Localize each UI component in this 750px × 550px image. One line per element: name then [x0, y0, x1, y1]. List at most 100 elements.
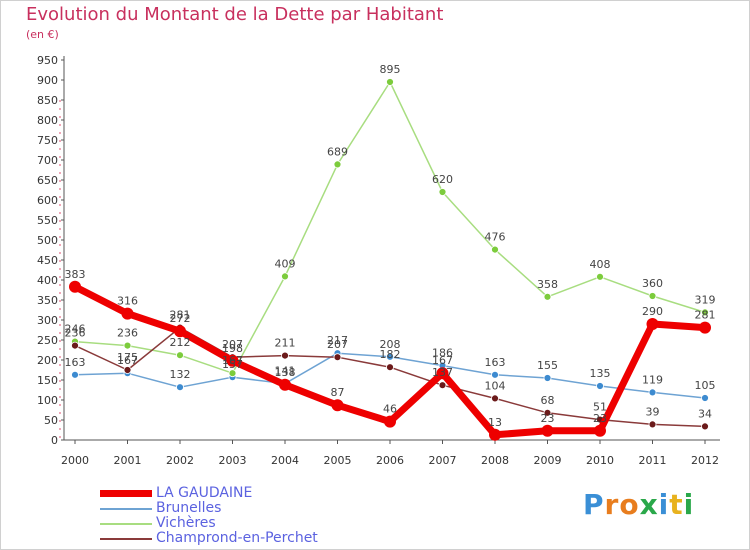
data-label: 155 — [537, 359, 558, 372]
data-label: 163 — [485, 356, 506, 369]
data-point — [331, 399, 344, 412]
legend-swatch — [100, 508, 152, 510]
x-tick-label: 2010 — [586, 454, 614, 467]
data-label: 141 — [275, 365, 296, 378]
legend-label: Brunelles — [156, 500, 222, 516]
data-point — [596, 382, 604, 390]
data-point — [386, 78, 394, 86]
data-point — [69, 280, 81, 293]
data-label: 175 — [117, 351, 138, 364]
data-point — [174, 325, 186, 338]
data-label: 895 — [380, 63, 401, 76]
data-label: 87 — [331, 386, 345, 399]
y-tick-label: 300 — [37, 314, 58, 327]
data-label: 119 — [642, 373, 663, 386]
y-tick-label: 50 — [44, 414, 58, 427]
data-point — [648, 388, 657, 397]
data-point — [386, 363, 394, 372]
proxiti-logo: Proxiti — [583, 488, 694, 521]
data-label: 360 — [642, 277, 663, 290]
data-point — [596, 272, 604, 281]
x-tick-label: 2006 — [376, 454, 404, 467]
data-point — [648, 292, 657, 300]
x-tick-label: 2004 — [271, 454, 299, 467]
data-label: 409 — [275, 257, 296, 270]
data-label: 105 — [695, 379, 716, 392]
data-point — [123, 341, 132, 350]
legend-label: Vichères — [156, 515, 216, 531]
data-point — [279, 378, 291, 391]
data-point — [176, 383, 184, 392]
data-label: 408 — [590, 258, 611, 271]
logo-letter: x — [639, 488, 659, 521]
data-point — [226, 354, 239, 367]
legend-swatch — [100, 538, 152, 540]
data-label: 46 — [383, 403, 397, 416]
x-tick-label: 2002 — [166, 454, 194, 467]
data-label: 319 — [695, 293, 716, 306]
data-label: 383 — [65, 268, 86, 281]
data-label: 246 — [65, 323, 86, 336]
data-point — [384, 415, 396, 428]
x-tick-label: 2012 — [691, 454, 719, 467]
y-tick-label: 150 — [37, 374, 58, 387]
data-label: 68 — [541, 394, 555, 407]
data-point — [71, 341, 79, 350]
y-tick-label: 600 — [37, 194, 58, 207]
y-tick-label: 750 — [37, 134, 58, 147]
data-point — [701, 308, 709, 317]
y-tick-label: 250 — [37, 334, 58, 347]
data-point — [333, 353, 342, 362]
y-tick-label: 950 — [37, 54, 58, 67]
x-tick-label: 2011 — [639, 454, 667, 467]
legend-label: Champrond-en-Perchet — [156, 530, 318, 546]
y-tick-label: 850 — [37, 94, 58, 107]
data-point — [123, 366, 132, 374]
legend-swatch — [100, 523, 152, 525]
data-point — [333, 160, 342, 169]
y-tick-label: 800 — [37, 114, 58, 127]
x-tick-label: 2008 — [481, 454, 509, 467]
data-label: 476 — [485, 231, 506, 244]
data-label: 51 — [593, 401, 607, 414]
data-label: 236 — [117, 327, 138, 340]
logo-letter: i — [658, 488, 670, 521]
x-tick-label: 2009 — [534, 454, 562, 467]
y-tick-label: 900 — [37, 74, 58, 87]
logo-letter: t — [669, 488, 684, 521]
data-point — [648, 420, 657, 429]
data-label: 208 — [380, 338, 401, 351]
data-point — [701, 422, 709, 431]
data-point — [228, 369, 237, 378]
data-point — [176, 351, 184, 360]
y-tick-label: 100 — [37, 394, 58, 407]
data-point — [646, 318, 659, 330]
data-label: 137 — [432, 366, 453, 379]
data-point — [386, 352, 394, 361]
x-tick-label: 2007 — [429, 454, 457, 467]
y-tick-label: 450 — [37, 254, 58, 267]
data-label: 272 — [170, 312, 191, 325]
data-label: 689 — [327, 145, 348, 158]
data-point — [281, 351, 289, 360]
legend-swatch — [100, 490, 152, 497]
data-point — [491, 394, 499, 403]
data-label: 281 — [695, 309, 716, 322]
logo-letter: o — [619, 488, 640, 521]
y-tick-label: 700 — [37, 154, 58, 167]
data-label: 281 — [170, 309, 191, 322]
data-label: 212 — [170, 336, 191, 349]
y-tick-label: 550 — [37, 214, 58, 227]
data-label: 207 — [222, 338, 243, 351]
data-point — [543, 408, 552, 417]
data-point — [281, 272, 289, 281]
data-label: 198 — [222, 342, 243, 355]
data-point — [71, 370, 79, 379]
data-label: 157 — [222, 358, 243, 371]
data-label: 138 — [275, 366, 296, 379]
data-point — [438, 188, 447, 196]
x-tick-label: 2000 — [61, 454, 89, 467]
data-label: 186 — [432, 347, 453, 360]
